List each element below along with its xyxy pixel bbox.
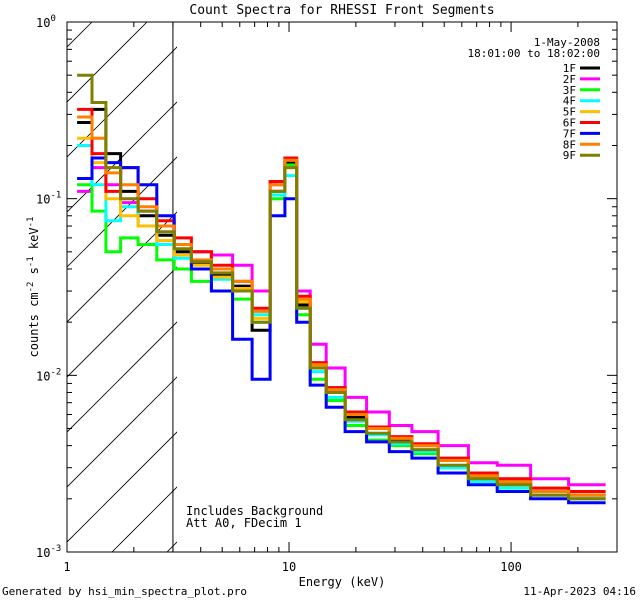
legend-label-3F: 3F <box>563 84 576 97</box>
series-line-6F <box>77 107 606 493</box>
legend-label-1F: 1F <box>563 62 576 75</box>
legend-label-9F: 9F <box>563 149 576 162</box>
footer-timestamp: 11-Apr-2023 04:16 <box>523 585 636 598</box>
hatch-line <box>67 101 177 213</box>
y-tick-base: 10 <box>36 16 50 30</box>
hatch-line <box>222 0 640 552</box>
y-tick-label: 10-1 <box>36 191 61 207</box>
y-label-kev: keV <box>27 227 41 256</box>
hatch-line <box>67 46 177 158</box>
note-background: Includes Background <box>186 504 323 518</box>
attenuator-hatch-region <box>67 0 640 552</box>
hatch-line <box>67 22 93 48</box>
y-label-exp-cm: -2 <box>26 282 36 293</box>
annotation-date: 1-May-2008 <box>534 36 600 49</box>
hatch-line <box>67 211 177 323</box>
chart-title: Count Spectra for RHESSI Front Segments <box>189 3 494 18</box>
series-line-8F <box>77 115 606 497</box>
hatch-line <box>67 266 177 378</box>
series-line-7F <box>77 156 606 505</box>
hatch-line <box>67 156 177 268</box>
y-tick-exp: -3 <box>50 544 61 554</box>
legend-label-7F: 7F <box>563 127 576 140</box>
footer-generated-by: Generated by hsi_min_spectra_plot.pro <box>2 585 247 598</box>
y-tick-exp: -1 <box>50 191 61 201</box>
legend-label-2F: 2F <box>563 73 576 86</box>
note-attenuator: Att A0, FDecim 1 <box>186 516 302 530</box>
x-axis-label: Energy (keV) <box>299 575 386 589</box>
y-tick-label: 10-2 <box>36 367 61 383</box>
legend-label-4F: 4F <box>563 95 576 108</box>
x-tick-label: 100 <box>500 560 522 574</box>
hatch-line <box>67 376 177 488</box>
y-axis-label: counts cm-2 s-1 keV-1 <box>26 217 41 358</box>
annotation-time-range: 18:01:00 to 18:02:00 <box>468 47 600 60</box>
y-tick-label: 10-3 <box>36 544 61 560</box>
series-layer <box>77 73 606 505</box>
y-label-s: s <box>27 267 41 281</box>
y-label-exp-kev: -1 <box>26 217 36 228</box>
x-tick-label: 1 <box>63 560 70 574</box>
hatch-line <box>67 22 148 103</box>
x-tick-label: 10 <box>282 560 296 574</box>
legend-label-8F: 8F <box>563 138 576 151</box>
hatch-line <box>67 431 177 543</box>
y-tick-label: 100 <box>36 14 56 30</box>
y-tick-base: 10 <box>36 369 50 383</box>
legend-label-5F: 5F <box>563 106 576 119</box>
y-tick-exp: -2 <box>50 367 61 377</box>
axis-ticks <box>66 22 618 553</box>
y-label-exp-s: -1 <box>26 256 36 267</box>
series-line-9F <box>77 73 606 501</box>
y-tick-base: 10 <box>36 546 50 560</box>
series-line-1F <box>77 107 606 497</box>
y-tick-exp: 0 <box>50 14 55 24</box>
legend-label-6F: 6F <box>563 117 576 130</box>
y-tick-base: 10 <box>36 193 50 207</box>
y-label-counts: counts cm <box>27 292 41 357</box>
plot-frame <box>66 21 618 553</box>
